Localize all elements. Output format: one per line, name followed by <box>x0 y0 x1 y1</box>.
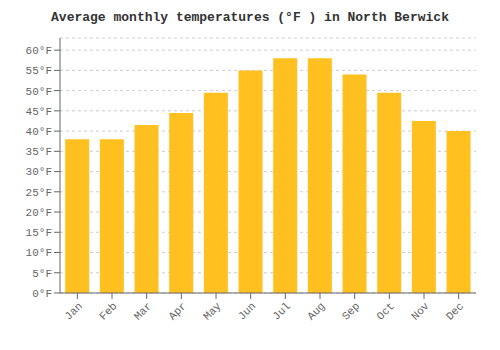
svg-text:Nov: Nov <box>409 300 432 323</box>
svg-text:30°F: 30°F <box>26 166 52 178</box>
svg-text:50°F: 50°F <box>26 86 52 98</box>
svg-text:5°F: 5°F <box>32 268 52 280</box>
svg-text:Oct: Oct <box>374 300 396 322</box>
svg-text:15°F: 15°F <box>26 227 52 239</box>
svg-text:Jul: Jul <box>270 300 292 322</box>
svg-text:Jan: Jan <box>62 300 84 322</box>
svg-text:Aug: Aug <box>305 300 327 322</box>
svg-text:45°F: 45°F <box>26 106 52 118</box>
svg-text:35°F: 35°F <box>26 146 52 158</box>
svg-text:20°F: 20°F <box>26 207 52 219</box>
svg-text:Apr: Apr <box>166 300 188 322</box>
svg-text:Jun: Jun <box>236 300 258 322</box>
svg-text:Mar: Mar <box>132 300 154 322</box>
svg-text:60°F: 60°F <box>26 45 52 57</box>
svg-text:25°F: 25°F <box>26 187 52 199</box>
svg-text:10°F: 10°F <box>26 247 52 259</box>
svg-text:Feb: Feb <box>97 300 119 322</box>
svg-text:Sep: Sep <box>340 300 362 322</box>
svg-text:Dec: Dec <box>444 300 466 322</box>
svg-text:55°F: 55°F <box>26 65 52 77</box>
svg-text:May: May <box>201 300 224 323</box>
svg-text:40°F: 40°F <box>26 126 52 138</box>
svg-text:0°F: 0°F <box>32 288 52 300</box>
html-text:Average monthly temperatures (: Average monthly temperatures (°F ) in No… <box>51 10 449 25</box>
